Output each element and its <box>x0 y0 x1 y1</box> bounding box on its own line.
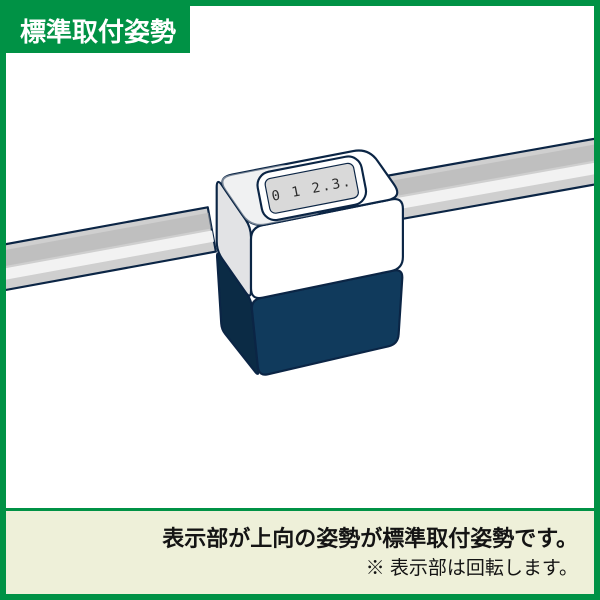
footer-box: 表示部が上向の姿勢が標準取付姿勢です。 ※ 表示部は回転します。 <box>6 508 594 594</box>
footer-main-text: 表示部が上向の姿勢が標準取付姿勢です。 <box>22 521 578 553</box>
device-diagram: 0 1 2.3. <box>6 6 594 594</box>
header-text: 標準取付姿勢 <box>20 17 176 47</box>
diagram-frame: 標準取付姿勢 0 1 2.3. 表示部が上向の姿勢が標準取付姿勢です。 ※ 表示… <box>0 0 600 600</box>
header-tab: 標準取付姿勢 <box>6 6 190 53</box>
footer-note-text: ※ 表示部は回転します。 <box>22 553 578 580</box>
